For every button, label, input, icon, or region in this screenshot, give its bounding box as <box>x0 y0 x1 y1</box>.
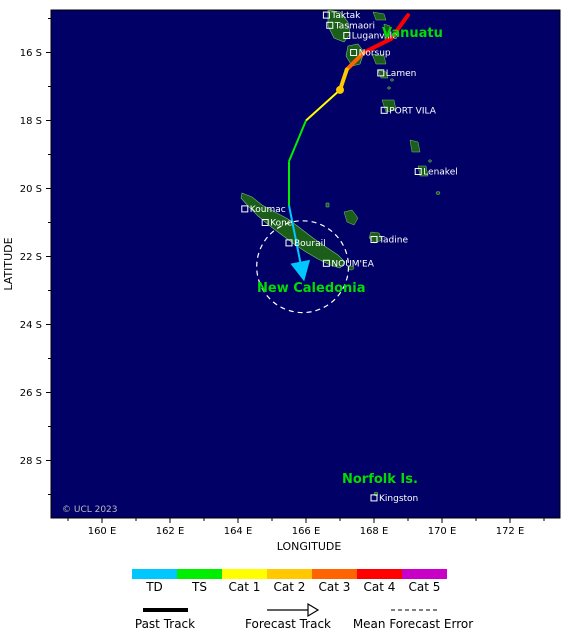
place-label: Lenakel <box>423 168 458 178</box>
place-marker <box>370 494 378 502</box>
place-label: Kingston <box>379 494 418 504</box>
place-label: Luganville <box>352 32 398 42</box>
legend-category-label: Cat 3 <box>319 580 351 594</box>
lon-tick-label: 166 E <box>292 526 321 537</box>
lat-tick-label: 18 S <box>20 116 42 127</box>
place-marker <box>414 168 422 175</box>
legend-category-label: TS <box>191 580 207 594</box>
past-track-segment <box>344 50 366 72</box>
mare-island <box>325 202 330 208</box>
lat-tick-label: 26 S <box>20 388 42 399</box>
place-marker <box>343 32 351 39</box>
forecast-track-segment <box>305 89 341 122</box>
past-track-label: Past Track <box>135 617 195 631</box>
place-label: Kone <box>270 219 293 229</box>
mean-forecast-error-circle <box>256 220 350 314</box>
y-axis-title: LATITUDE <box>2 237 15 290</box>
place-marker <box>261 219 269 226</box>
intensity-legend: TD TS Cat 1 Cat 2 Cat 3 Cat 4 Cat 5 <box>132 569 447 594</box>
small-island <box>387 86 391 90</box>
place-label: NOUM'EA <box>331 259 374 269</box>
place-marker <box>322 11 330 19</box>
ambrym-island <box>371 53 387 65</box>
legend-category-label: Cat 2 <box>274 580 306 594</box>
region-label-vanuatu: Vanuatu <box>382 26 443 41</box>
forecast-track-arrow-icon <box>307 602 320 618</box>
latitude-axis: 16 S 18 S 20 S 22 S 24 S 26 S 28 S <box>20 18 51 495</box>
lat-tick-label: 28 S <box>20 456 42 467</box>
legend-swatch <box>222 569 267 579</box>
forecast-track-segment <box>288 205 311 282</box>
legend-swatch <box>177 569 222 579</box>
efate-island <box>381 99 397 113</box>
place-marker <box>370 236 378 243</box>
place-label: Norsup <box>359 49 391 59</box>
region-label-new-caledonia: New Caledonia <box>257 281 366 296</box>
legend-swatch <box>132 569 177 579</box>
ambae-island <box>372 11 387 21</box>
place-label: PORT VILA <box>389 106 437 116</box>
forecast-track-segment <box>288 120 307 162</box>
forecast-track-label: Forecast Track <box>245 617 331 631</box>
lat-tick-label: 20 S <box>20 184 42 195</box>
forecast-track <box>288 89 341 282</box>
place-label: Tadine <box>378 236 408 246</box>
lon-tick-label: 170 E <box>428 526 457 537</box>
legend-swatch <box>312 569 357 579</box>
legend-category-label: Cat 1 <box>229 580 261 594</box>
lon-tick-label: 164 E <box>224 526 253 537</box>
longitude-axis: 160 E 162 E 164 E 166 E 168 E 170 E 172 E <box>67 518 545 537</box>
place-label: Taktak <box>330 11 361 21</box>
legend-swatch <box>357 569 402 579</box>
lat-tick-label: 16 S <box>20 48 42 59</box>
mean-error-label: Mean Forecast Error <box>353 617 473 631</box>
legend-category-label: Cat 4 <box>364 580 396 594</box>
lon-tick-label: 172 E <box>496 526 525 537</box>
legend-swatch <box>267 569 312 579</box>
place-marker <box>380 106 388 114</box>
lat-tick-label: 22 S <box>20 252 42 263</box>
lifou-island <box>368 231 383 244</box>
past-track-segment <box>389 13 410 41</box>
lon-tick-label: 160 E <box>88 526 117 537</box>
aneityum-island <box>435 191 441 195</box>
lat-tick-label: 24 S <box>20 320 42 331</box>
x-axis-title: LONGITUDE <box>277 540 342 553</box>
region-label-norfolk: Norfolk Is. <box>342 472 418 487</box>
track-layer <box>256 13 410 314</box>
legend-category-label: Cat 5 <box>409 580 441 594</box>
place-label: Bourail <box>294 239 326 249</box>
current-position-marker <box>336 85 344 94</box>
ocean-background <box>50 9 561 519</box>
legend-swatch <box>402 569 447 579</box>
small-island <box>390 78 394 82</box>
copyright-text: © UCL 2023 <box>62 505 118 515</box>
ouvea-island <box>343 209 359 226</box>
place-marker <box>350 49 358 56</box>
place-label: Lamen <box>386 69 417 79</box>
track-style-legend: Past Track Forecast Track Mean Forecast … <box>135 602 473 631</box>
place-marker <box>285 239 293 247</box>
place-marker <box>377 69 385 77</box>
place-marker <box>322 259 330 267</box>
legend-category-label: TD <box>145 580 163 594</box>
past-track-segment <box>361 36 393 55</box>
lon-tick-label: 168 E <box>360 526 389 537</box>
lon-tick-label: 162 E <box>156 526 185 537</box>
place-label: Koumac <box>250 205 286 215</box>
region-labels: Vanuatu New Caledonia Norfolk Is. <box>257 26 443 487</box>
place-label: Tasmaori <box>334 21 375 31</box>
place-marker <box>326 21 334 29</box>
place-marker <box>241 205 249 213</box>
erromango-island <box>409 139 421 153</box>
small-island <box>428 159 432 163</box>
